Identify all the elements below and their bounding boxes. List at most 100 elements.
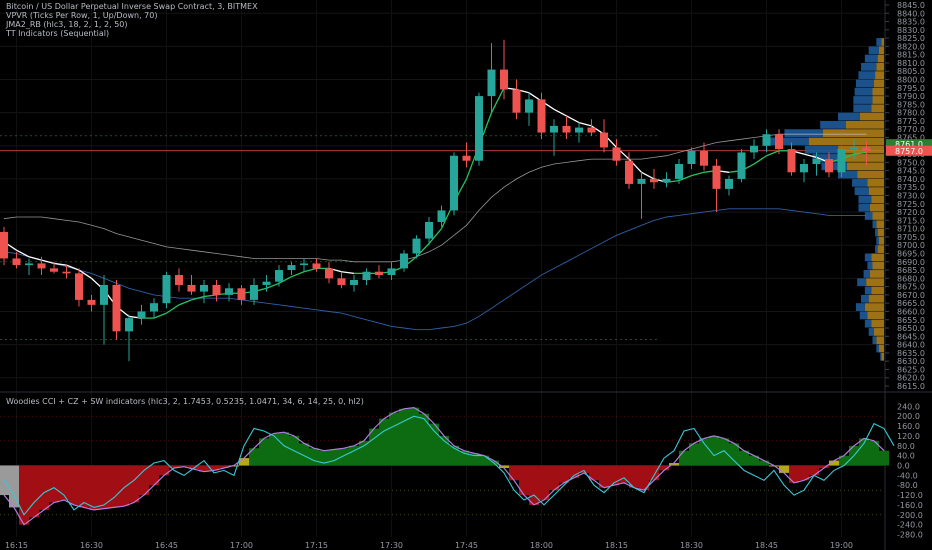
cci-histogram-bar bbox=[589, 465, 599, 481]
cci-histogram-bar bbox=[119, 465, 129, 507]
cci-histogram-bar bbox=[759, 460, 769, 466]
time-tick-label: 17:30 bbox=[380, 541, 403, 550]
price-tick-label: 8695.0 bbox=[897, 249, 925, 258]
cci-histogram-bar bbox=[819, 465, 829, 468]
price-tick-label: 8705.0 bbox=[897, 233, 925, 242]
cci-histogram-bar bbox=[39, 465, 49, 510]
volume-row-up bbox=[876, 344, 879, 353]
volume-row-up bbox=[859, 311, 868, 320]
osc-tick-label: 80.0 bbox=[897, 442, 915, 451]
jma-segment bbox=[691, 171, 705, 177]
jma-segment bbox=[578, 121, 592, 127]
volume-row-up bbox=[861, 294, 869, 303]
candle-body bbox=[612, 147, 621, 161]
price-axis[interactable]: 8845.08840.08835.08830.08825.08820.08815… bbox=[885, 1, 925, 540]
price-tick-label: 8615.0 bbox=[897, 382, 925, 391]
volume-row-down bbox=[871, 253, 884, 262]
volume-row-down bbox=[872, 212, 884, 220]
candle-body bbox=[250, 284, 258, 300]
price-tick-label: 8700.0 bbox=[897, 241, 925, 250]
time-tick-label: 18:15 bbox=[605, 541, 628, 550]
volume-row-up bbox=[854, 87, 873, 96]
main-legend: Bitcoin / US Dollar Perpetual Inverse Sw… bbox=[6, 2, 258, 38]
cci-histogram-bar bbox=[669, 463, 679, 466]
candle-body bbox=[562, 125, 571, 133]
volume-row-up bbox=[872, 220, 877, 229]
volume-row-up bbox=[812, 154, 842, 162]
candle-body bbox=[100, 284, 108, 305]
osc-tick-label: -80.0 bbox=[897, 481, 918, 490]
time-axis[interactable]: 16:15 16:30 16:45 17:00 17:15 17:30 17:45 18:00… bbox=[5, 541, 853, 550]
cci-histogram-bar bbox=[399, 408, 409, 466]
volume-row-up bbox=[868, 46, 879, 55]
candle-body bbox=[237, 288, 246, 300]
price-tick-label: 8750.0 bbox=[897, 158, 925, 167]
indicator-tt[interactable]: TT Indicators (Sequential) bbox=[6, 29, 110, 38]
cci-histogram-bar bbox=[259, 438, 269, 466]
cci-histogram-bar bbox=[139, 465, 149, 496]
candle-body bbox=[287, 265, 296, 271]
upper-band-line bbox=[3, 133, 867, 263]
cci-histogram-bar bbox=[49, 465, 59, 503]
candle-body bbox=[300, 263, 308, 266]
candle-body bbox=[525, 99, 533, 113]
indicator-vpvr[interactable]: VPVR (Ticks Per Row, 1, Up/Down, 70) bbox=[6, 11, 158, 20]
cci-histogram-bar bbox=[479, 455, 489, 466]
price-tick-label: 8625.0 bbox=[897, 365, 925, 374]
volume-row-up bbox=[863, 270, 870, 278]
cci-histogram-bar bbox=[789, 465, 799, 483]
candle-body bbox=[87, 299, 96, 305]
osc-tick-label: 200.0 bbox=[897, 412, 920, 421]
jma-segment bbox=[303, 267, 317, 273]
marker-price-badge-bg bbox=[886, 139, 932, 150]
price-tick-label: 8650.0 bbox=[897, 324, 925, 333]
cci-histogram-bar bbox=[209, 465, 219, 471]
candle-body bbox=[162, 275, 171, 304]
volume-row-down bbox=[881, 38, 884, 46]
cci-histogram-bar bbox=[79, 465, 89, 508]
time-tick-label: 17:45 bbox=[455, 541, 478, 550]
candle-body bbox=[325, 268, 333, 279]
volume-row-up bbox=[853, 96, 873, 104]
indicator-jma[interactable]: JMA2_RB (hlc3, 18, 2, 1, 2, 50) bbox=[6, 20, 128, 29]
cci-histogram-bar bbox=[339, 448, 349, 466]
price-tick-label: 8645.0 bbox=[897, 332, 925, 341]
candle-body bbox=[800, 164, 808, 173]
cci-histogram-bar bbox=[129, 465, 139, 503]
price-tick-label: 8795.0 bbox=[897, 84, 925, 93]
volume-row-up bbox=[853, 104, 872, 113]
price-tick-label: 8735.0 bbox=[897, 183, 925, 192]
candle-body bbox=[62, 271, 71, 274]
candle-body bbox=[550, 125, 558, 133]
oscillator-title[interactable]: Woodies CCI + CZ + SW indicators (hlc3, … bbox=[6, 397, 364, 406]
price-tick-label: 8640.0 bbox=[897, 341, 925, 350]
volume-row-up bbox=[821, 162, 847, 171]
candles bbox=[0, 39, 871, 362]
volume-row-down bbox=[873, 328, 884, 336]
cci-histogram-bar bbox=[369, 428, 379, 466]
volume-row-up bbox=[764, 137, 809, 146]
cci-histogram-bar bbox=[579, 465, 589, 473]
symbol-title[interactable]: Bitcoin / US Dollar Perpetual Inverse Sw… bbox=[6, 2, 258, 11]
volume-row-down bbox=[877, 54, 884, 63]
price-tick-label: 8675.0 bbox=[897, 283, 925, 292]
candle-body bbox=[425, 222, 433, 239]
volume-row-down bbox=[881, 352, 884, 361]
candle-body bbox=[687, 150, 696, 165]
price-tick-label: 8810.0 bbox=[897, 59, 925, 68]
cci-histogram-bar bbox=[829, 460, 839, 466]
volume-row-down bbox=[877, 245, 884, 253]
candle-body bbox=[775, 134, 783, 150]
volume-row-up bbox=[876, 236, 879, 245]
cci-histogram-bar bbox=[299, 443, 309, 466]
candle-body bbox=[650, 178, 658, 183]
jma-segment bbox=[416, 243, 430, 258]
price-tick-label: 8780.0 bbox=[897, 109, 925, 118]
indicator-lines bbox=[3, 87, 867, 331]
candle-body bbox=[137, 311, 146, 319]
cci-histogram-bar bbox=[619, 465, 629, 483]
cci-histogram-bar bbox=[59, 465, 69, 501]
cci-histogram-bar bbox=[729, 443, 739, 466]
volume-row-up bbox=[867, 261, 873, 270]
